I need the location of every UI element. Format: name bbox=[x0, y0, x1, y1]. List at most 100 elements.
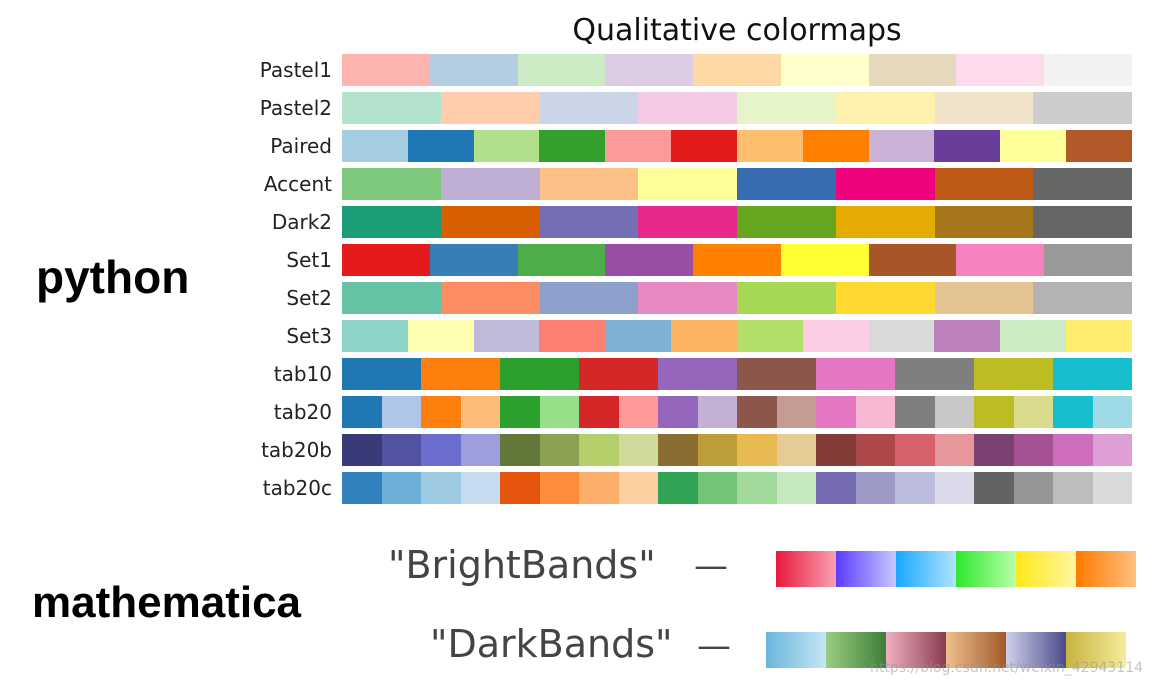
color-swatch bbox=[440, 168, 540, 200]
darkbands-dash: — bbox=[697, 626, 731, 666]
color-swatch bbox=[342, 434, 382, 466]
color-swatch bbox=[500, 358, 579, 390]
color-swatch bbox=[776, 396, 816, 428]
color-swatch bbox=[440, 92, 540, 124]
color-swatch bbox=[737, 396, 777, 428]
color-swatch bbox=[816, 434, 856, 466]
color-swatch bbox=[1013, 472, 1053, 504]
color-swatch bbox=[780, 244, 869, 276]
python-label: python bbox=[36, 251, 190, 303]
darkbands-name: "DarkBands" bbox=[430, 622, 673, 666]
colormap-name: Set3 bbox=[286, 324, 332, 348]
color-swatch bbox=[618, 472, 658, 504]
color-swatch bbox=[421, 472, 461, 504]
gradient-band bbox=[956, 551, 1016, 587]
color-swatch bbox=[342, 320, 408, 352]
color-swatch bbox=[737, 92, 836, 124]
color-swatch bbox=[539, 130, 606, 162]
color-swatch bbox=[1044, 54, 1133, 86]
color-swatch bbox=[500, 434, 540, 466]
color-swatch bbox=[934, 434, 974, 466]
color-swatch bbox=[895, 396, 935, 428]
color-swatch bbox=[835, 282, 935, 314]
color-swatch bbox=[605, 54, 694, 86]
colormap-name: Dark2 bbox=[271, 210, 332, 234]
color-swatch bbox=[658, 434, 698, 466]
color-swatch bbox=[974, 358, 1053, 390]
color-swatch bbox=[381, 472, 421, 504]
color-swatch bbox=[605, 244, 694, 276]
colormap-bar bbox=[342, 130, 1132, 162]
color-swatch bbox=[539, 92, 639, 124]
color-swatch bbox=[1053, 472, 1093, 504]
color-swatch bbox=[429, 54, 518, 86]
color-swatch bbox=[1013, 396, 1053, 428]
colormap-bar bbox=[342, 358, 1132, 390]
colormap-row: Paired bbox=[0, 130, 1152, 162]
color-swatch bbox=[1053, 434, 1093, 466]
colormap-name: tab20c bbox=[262, 476, 332, 500]
color-swatch bbox=[934, 472, 974, 504]
color-swatch bbox=[974, 396, 1014, 428]
color-swatch bbox=[855, 472, 895, 504]
gradient-band bbox=[1006, 632, 1066, 668]
color-swatch bbox=[618, 434, 658, 466]
color-swatch bbox=[671, 320, 737, 352]
color-swatch bbox=[473, 320, 540, 352]
color-swatch bbox=[974, 472, 1014, 504]
colormap-list: Pastel1 Pastel2 Paired Accent Dark2 Set1 Set2 S… bbox=[0, 54, 1152, 504]
color-swatch bbox=[736, 130, 803, 162]
colormap-row: Pastel2 bbox=[0, 92, 1152, 124]
colormap-row: tab20c bbox=[0, 472, 1152, 504]
color-swatch bbox=[835, 206, 935, 238]
color-swatch bbox=[638, 168, 737, 200]
color-swatch bbox=[342, 92, 441, 124]
color-swatch bbox=[1033, 92, 1132, 124]
color-swatch bbox=[934, 92, 1034, 124]
colormap-bar bbox=[342, 92, 1132, 124]
color-swatch bbox=[638, 282, 737, 314]
color-swatch bbox=[440, 282, 540, 314]
colormap-row: Pastel1 bbox=[0, 54, 1152, 86]
colormap-bar bbox=[342, 434, 1132, 466]
color-swatch bbox=[1092, 434, 1132, 466]
color-swatch bbox=[579, 472, 619, 504]
color-swatch bbox=[835, 92, 935, 124]
colormap-bar bbox=[342, 244, 1133, 276]
color-swatch bbox=[539, 472, 579, 504]
color-swatch bbox=[539, 434, 579, 466]
gradient-band bbox=[766, 632, 826, 668]
brightbands-colorbar bbox=[776, 551, 1136, 587]
color-swatch bbox=[895, 434, 935, 466]
color-swatch bbox=[1044, 244, 1133, 276]
color-swatch bbox=[500, 396, 540, 428]
color-swatch bbox=[693, 244, 781, 276]
color-swatch bbox=[780, 54, 869, 86]
color-swatch bbox=[868, 130, 935, 162]
color-swatch bbox=[539, 282, 639, 314]
color-swatch bbox=[429, 244, 518, 276]
color-swatch bbox=[342, 358, 421, 390]
color-swatch bbox=[539, 206, 639, 238]
color-swatch bbox=[658, 396, 698, 428]
colormap-bar bbox=[342, 206, 1132, 238]
color-swatch bbox=[342, 244, 430, 276]
color-swatch bbox=[1033, 282, 1132, 314]
brightbands-dash: — bbox=[694, 546, 728, 586]
color-swatch bbox=[895, 358, 974, 390]
color-swatch bbox=[697, 472, 737, 504]
color-swatch bbox=[835, 168, 935, 200]
color-swatch bbox=[618, 396, 658, 428]
color-swatch bbox=[737, 434, 777, 466]
color-swatch bbox=[342, 54, 430, 86]
color-swatch bbox=[605, 130, 672, 162]
darkbands-colorbar bbox=[766, 632, 1126, 668]
color-swatch bbox=[776, 434, 816, 466]
gradient-band bbox=[896, 551, 956, 587]
color-swatch bbox=[816, 396, 856, 428]
watermark: https://blog.csdn.net/weixin_42943114 bbox=[870, 660, 1144, 676]
color-swatch bbox=[868, 244, 957, 276]
colormap-bar bbox=[342, 282, 1132, 314]
color-swatch bbox=[868, 320, 935, 352]
color-swatch bbox=[1066, 130, 1132, 162]
